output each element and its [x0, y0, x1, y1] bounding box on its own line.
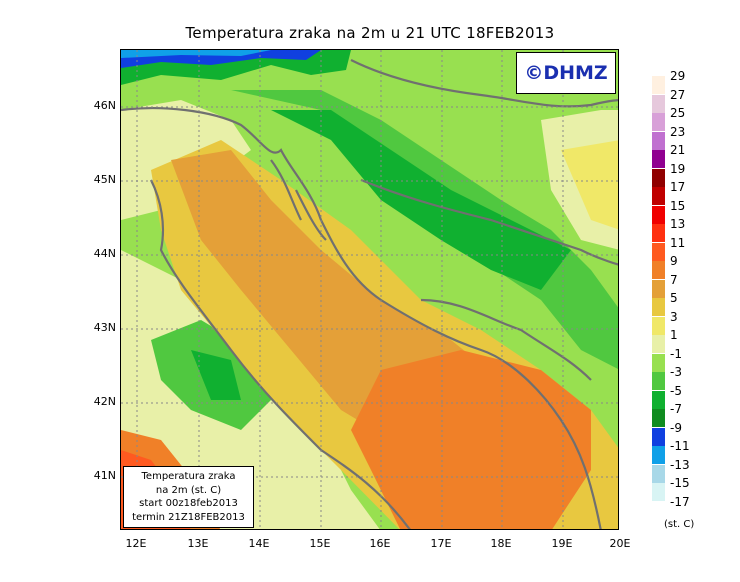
info-line-title: Temperatura zraka [141, 471, 236, 482]
lat-label-44n: 44N [93, 247, 116, 260]
legend-label: -5 [670, 383, 682, 398]
map-title: Temperatura zraka na 2m u 21 UTC 18FEB20… [185, 24, 555, 42]
legend-swatch [652, 316, 665, 335]
legend-label: 23 [670, 124, 686, 139]
lon-label-14e: 14E [248, 537, 270, 550]
legend-swatch [652, 131, 665, 150]
dhmz-watermark: ©DHMZ [516, 52, 616, 94]
legend-label: -15 [670, 476, 690, 490]
legend-units: (st. C) [664, 519, 695, 530]
legend-label: -13 [670, 457, 690, 472]
legend-swatch [652, 187, 665, 205]
lon-label-19e: 19E [551, 537, 573, 550]
lon-label-15e: 15E [309, 537, 331, 550]
lon-label-20e: 20E [609, 537, 631, 550]
legend-label: -1 [670, 346, 682, 361]
legend-swatch [652, 205, 665, 224]
legend-swatch [652, 427, 665, 446]
legend-swatch [652, 279, 665, 298]
legend-swatch [652, 483, 665, 501]
legend-swatch [652, 390, 665, 409]
legend-swatch [652, 94, 665, 113]
legend-swatch [652, 150, 665, 168]
info-line-units: na 2m (st. C) [155, 484, 222, 496]
legend-swatch [652, 242, 665, 261]
legend-swatch [652, 113, 665, 131]
legend-swatch [652, 298, 665, 316]
legend-label: 3 [670, 309, 678, 324]
legend-label: 19 [670, 161, 686, 176]
temperature-map [120, 49, 619, 530]
lon-label-12e: 12E [125, 537, 147, 550]
coastlines [121, 59, 618, 529]
legend-label: 13 [670, 217, 686, 231]
lat-label-41n: 41N [93, 469, 116, 482]
east-warm [561, 140, 618, 230]
coldest-zone [121, 50, 271, 58]
apennine-colder [191, 350, 241, 400]
lat-label-42n: 42N [93, 395, 116, 408]
legend-swatch [652, 335, 665, 353]
map-canvas [121, 50, 618, 529]
legend-label: 5 [670, 291, 678, 305]
legend-swatch [652, 261, 665, 279]
lon-label-16e: 16E [369, 537, 391, 550]
legend-swatch [652, 353, 665, 372]
legend-label: -11 [670, 439, 690, 453]
legend-label: -7 [670, 402, 682, 416]
lon-label-13e: 13E [187, 537, 209, 550]
legend-swatch [652, 224, 665, 242]
legend-label: 17 [670, 180, 686, 194]
legend-swatch [652, 372, 665, 390]
grid-lines [121, 50, 618, 529]
legend-label: 27 [670, 87, 686, 102]
legend-label: 9 [670, 254, 678, 268]
legend-label: -17 [670, 494, 690, 509]
legend-label: 11 [670, 235, 686, 250]
legend-swatch [652, 446, 665, 464]
lon-label-17e: 17E [430, 537, 452, 550]
lat-label-43n: 43N [93, 321, 116, 334]
legend-label: -9 [670, 420, 682, 435]
info-line-termin: termin 21Z18FEB2013 [132, 511, 245, 523]
legend-label: 15 [670, 198, 686, 213]
legend-label: 7 [670, 272, 678, 287]
sea-warmest [351, 350, 591, 529]
legend-label: -3 [670, 365, 682, 379]
legend-swatch [652, 409, 665, 427]
lon-label-18e: 18E [490, 537, 512, 550]
legend-label: 1 [670, 328, 678, 342]
info-line-start: start 00z18feb2013 [139, 498, 238, 509]
legend-label: 25 [670, 106, 686, 120]
dinaric-ridge [231, 90, 618, 369]
legend-swatch [652, 501, 665, 520]
lat-label-45n: 45N [93, 173, 116, 186]
legend-label: 29 [670, 69, 686, 83]
legend-swatch [652, 76, 665, 94]
info-box: Temperatura zraka na 2m (st. C) start 00… [123, 466, 254, 528]
legend-swatch [652, 168, 665, 187]
legend-swatch [652, 464, 665, 483]
legend-label: 21 [670, 143, 686, 157]
lat-label-46n: 46N [93, 99, 116, 112]
